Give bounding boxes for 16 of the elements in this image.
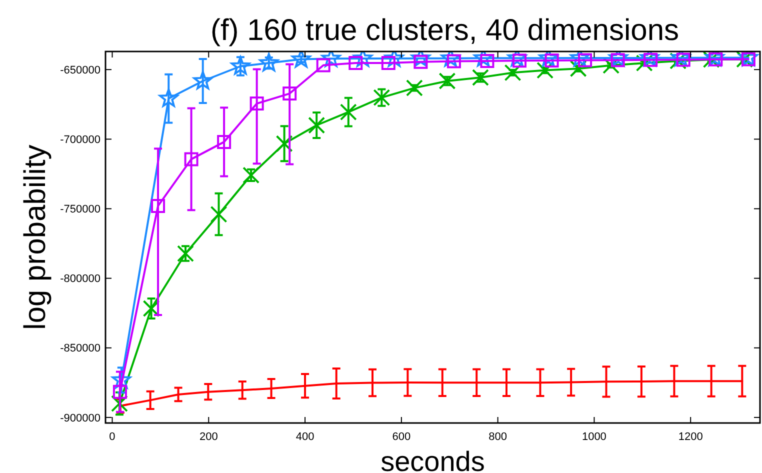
chart-title: (f) 160 true clusters, 40 dimensions	[210, 14, 680, 47]
y-tick-label: -850000	[60, 342, 100, 355]
x-tick-label: 200	[199, 431, 218, 443]
y-tick-label: -900000	[60, 412, 100, 424]
x-tick-label: 400	[296, 431, 314, 443]
y-axis-title: log probability	[19, 144, 52, 330]
x-axis-title: seconds	[380, 446, 485, 473]
x-tick-label: 1000	[582, 431, 606, 443]
y-tick-label: -750000	[60, 204, 100, 216]
y-tick-label: -800000	[60, 273, 100, 286]
x-tick-label: 600	[392, 431, 411, 443]
x-tick-label: 0	[109, 431, 116, 443]
x-tick-label: 800	[488, 431, 507, 443]
y-tick-label: -650000	[60, 64, 100, 76]
x-tick-label: 1200	[678, 431, 703, 443]
y-tick-label: -700000	[60, 134, 100, 146]
